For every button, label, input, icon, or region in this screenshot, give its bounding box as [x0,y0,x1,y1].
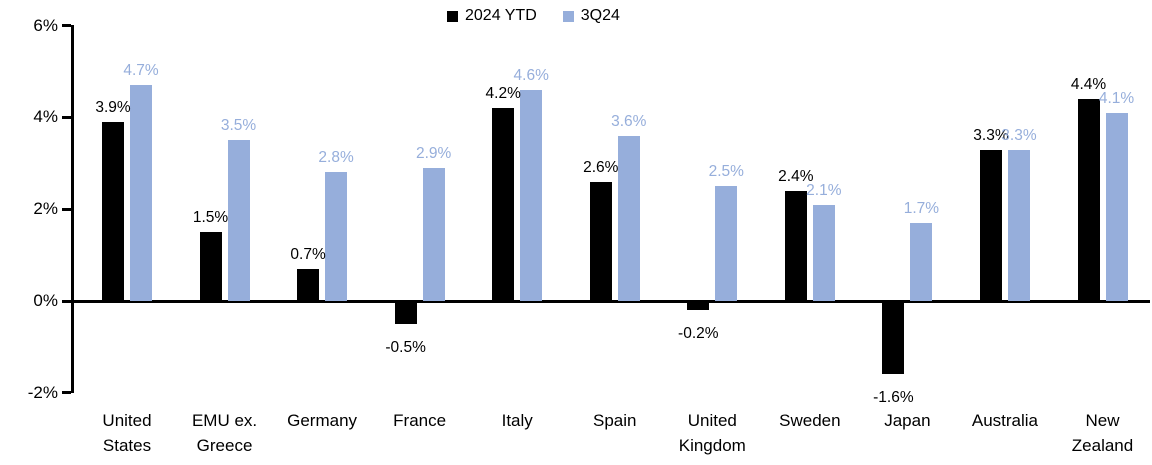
y-tick-mark [62,115,71,119]
bar-3q24 [910,222,933,301]
bar-3q24 [1007,149,1030,301]
bar-value-label: 1.7% [903,199,940,217]
bar-value-label: 2.5% [708,163,744,181]
bar-2024-ytd [784,190,807,301]
bar-value-label: 3.6% [611,112,647,130]
category-label: Germany [287,411,358,430]
legend-item-2024-ytd: 2024 YTD [447,7,537,25]
bar-3q24 [617,135,640,301]
bar-2024-ytd [882,301,905,375]
legend-item-3q24: 3Q24 [562,7,620,25]
bar-2024-ytd [492,108,515,301]
bar-2024-ytd [979,149,1002,301]
y-tick-mark [62,299,71,303]
category-label: United States [102,411,152,455]
bar-value-label: 4.7% [123,62,159,80]
legend-swatch-3q24 [562,10,574,22]
y-tick-mark [62,24,71,28]
y-tick-label: 0% [33,291,58,310]
bar-2024-ytd [102,121,124,301]
bar-3q24 [130,85,152,301]
bar-value-label: 3.9% [95,98,131,116]
bar-value-label: 2.9% [415,144,452,162]
bar-2024-ytd [297,268,320,301]
bar-2024-ytd [1077,99,1100,301]
bar-value-label: -0.2% [678,325,719,343]
bar-2024-ytd [199,232,222,301]
category-label: Spain [593,411,637,430]
category-label: Italy [501,411,533,430]
legend: 2024 YTD 3Q24 [447,7,620,25]
bar-3q24 [325,172,348,301]
category-label: France [393,411,447,430]
bar-value-label: 4.2% [485,85,521,103]
bar-3q24 [422,167,445,301]
legend-label-3q24: 3Q24 [580,7,620,24]
bar-3q24 [715,186,738,301]
bar-3q24 [812,204,835,301]
y-tick-label: 4% [33,107,58,127]
y-axis-spine [71,25,74,393]
bar-value-label: 2.1% [806,181,842,199]
bar-value-label: -0.5% [385,338,426,356]
bar-value-label: 3.5% [220,117,257,135]
bar-2024-ytd [589,181,612,301]
bar-value-label: 4.1% [1098,89,1135,107]
category-label: Japan [884,411,931,430]
bar-3q24 [520,89,543,301]
category-label: EMU ex. Greece [191,411,258,455]
bar-value-label: 2.4% [778,167,814,185]
bar-value-label: 3.3% [973,126,1009,144]
bar-3q24 [1105,112,1128,301]
bar-2024-ytd [687,301,710,311]
bar-2024-ytd [394,301,417,324]
bar-value-label: 3.3% [1001,126,1037,144]
y-tick-mark [62,391,71,395]
y-tick-mark [62,207,71,211]
y-tick-label: 2% [33,199,58,219]
bar-value-label: 4.6% [513,66,549,84]
category-label: New Zealand [1071,411,1134,455]
category-label: United Kingdom [678,411,746,455]
bar-value-label: 1.5% [192,209,229,227]
legend-swatch-2024-ytd [447,10,458,22]
legend-label-2024-ytd: 2024 YTD [465,7,537,24]
bar-value-label: 4.4% [1070,76,1107,94]
bar-value-label: -1.6% [873,389,914,407]
bar-value-label: 0.7% [290,245,326,263]
category-label: Australia [971,411,1038,430]
x-axis-zero-line [71,300,1150,303]
y-tick-label: 6% [33,15,58,35]
bar-value-label: 2.6% [583,158,619,176]
category-label: Sweden [779,411,841,430]
y-tick-label: -2% [27,382,58,402]
bar-value-label: 2.8% [318,149,354,167]
bar-3q24 [227,140,250,301]
